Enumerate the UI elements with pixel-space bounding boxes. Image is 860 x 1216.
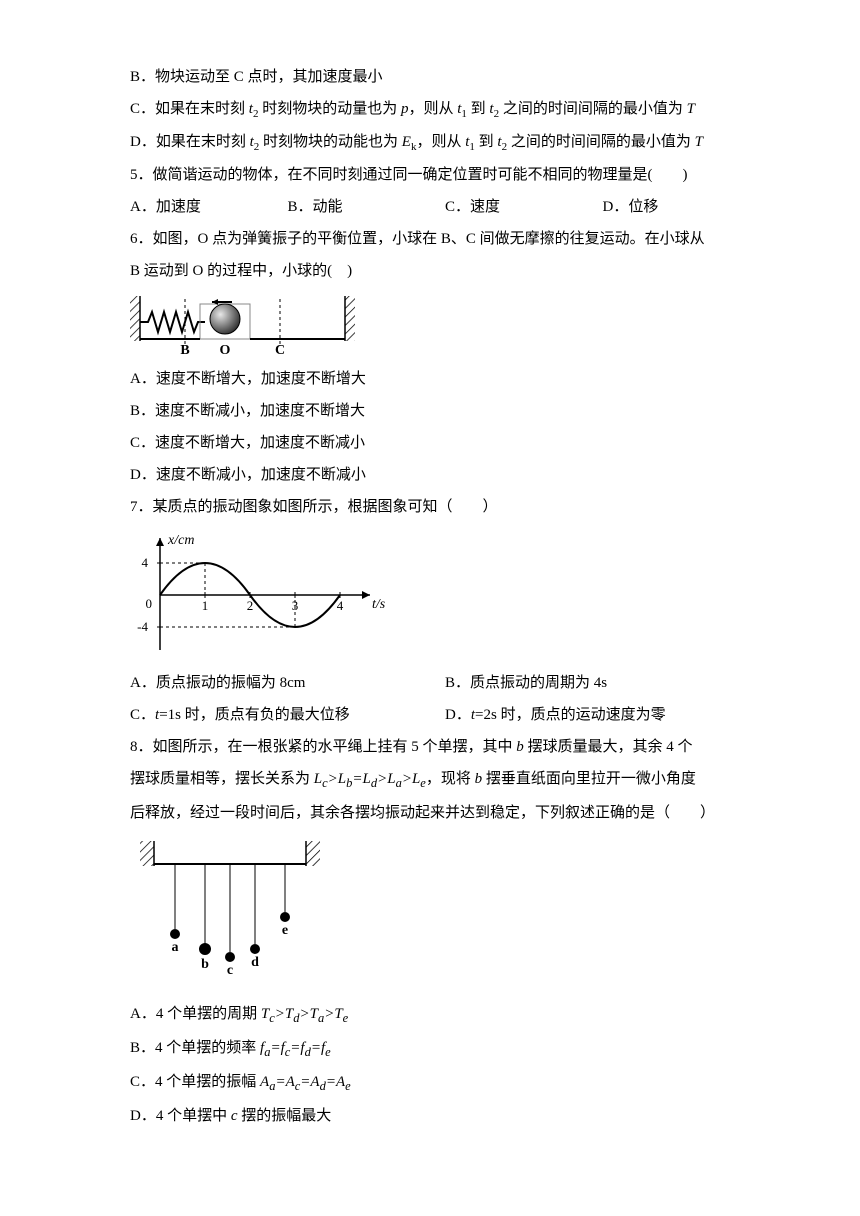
text: 摆垂直纸面向里拉开一微小角度 [482, 771, 696, 787]
text: D． [445, 707, 471, 723]
text: 到 [475, 134, 498, 150]
q6-figure: B O C [130, 294, 760, 356]
label-C: C [275, 343, 285, 356]
q8-optC: C．4 个单摆的振幅 Aa=Ac=Ad=Ae [130, 1067, 760, 1099]
text: D．4 个单摆中 [130, 1108, 231, 1124]
text: A．4 个单摆的周期 [130, 1006, 261, 1022]
text: =2s 时，质点的运动速度为零 [475, 707, 666, 723]
qprev-optB: B．物块运动至 C 点时，其加速度最小 [130, 62, 760, 92]
q7-optB: B．质点振动的周期为 4s [445, 668, 760, 698]
text: 摆球质量最大，其余 4 个 [524, 739, 693, 755]
ytick-neg4: -4 [137, 619, 148, 634]
label-a: a [172, 940, 179, 955]
label-B: B [180, 343, 189, 356]
label-e: e [282, 923, 288, 938]
ytick-0: 0 [146, 596, 153, 611]
q6-optB: B．速度不断减小，加速度不断增大 [130, 396, 760, 426]
q8-optB: B．4 个单摆的频率 fa=fc=fd=fe [130, 1033, 760, 1065]
xtick-2: 2 [247, 598, 254, 613]
q7-opts-row2: C．t=1s 时，质点有负的最大位移 D．t=2s 时，质点的运动速度为零 [130, 700, 760, 730]
var-T: T [695, 134, 703, 150]
var-E: E [402, 134, 411, 150]
ylabel: x/cm [167, 533, 194, 548]
text: 之间的时间间隔的最小值为 [507, 134, 695, 150]
var-T: T [687, 101, 695, 117]
q6-optA: A．速度不断增大，加速度不断增大 [130, 364, 760, 394]
text: 时刻物块的动能也为 [259, 134, 402, 150]
text: 摆的振幅最大 [238, 1108, 332, 1124]
xtick-1: 1 [202, 598, 209, 613]
q8-stem1: 8．如图所示，在一根张紧的水平绳上挂有 5 个单摆，其中 b 摆球质量最大，其余… [130, 732, 760, 762]
text: 之间的时间间隔的最小值为 [499, 101, 687, 117]
q8-optA: A．4 个单摆的周期 Tc>Td>Ta>Te [130, 999, 760, 1031]
text: 到 [467, 101, 490, 117]
q8-optD: D．4 个单摆中 c 摆的振幅最大 [130, 1101, 760, 1131]
text: C．如果在末时刻 [130, 101, 249, 117]
q5-stem: 5．做简谐运动的物体，在不同时刻通过同一确定位置时可能不相同的物理量是( ) [130, 160, 760, 190]
var-c: c [231, 1108, 238, 1124]
text: =1s 时，质点有负的最大位移 [159, 707, 350, 723]
qprev-optC: C．如果在末时刻 t2 时刻物块的动量也为 p，则从 t1 到 t2 之间的时间… [130, 94, 760, 125]
label-O: O [220, 343, 231, 356]
relation: Aa=Ac=Ad=Ae [260, 1074, 351, 1090]
var-b: b [475, 771, 483, 787]
text: D．如果在末时刻 [130, 134, 250, 150]
text: C．4 个单摆的振幅 [130, 1074, 260, 1090]
q5-optA: A．加速度 [130, 192, 288, 222]
xlabel: t/s [372, 597, 386, 612]
q7-figure: x/cm t/s 4 0 -4 1 2 3 4 [130, 530, 760, 660]
q5-optB: B．动能 [288, 192, 446, 222]
q5-options: A．加速度 B．动能 C．速度 D．位移 [130, 192, 760, 222]
q8-stem3: 后释放，经过一段时间后，其余各摆均振动起来并达到稳定，下列叙述正确的是（ ） [130, 798, 760, 828]
q6-stem1: 6．如图，O 点为弹簧振子的平衡位置，小球在 B、C 间做无摩擦的往复运动。在小… [130, 224, 760, 254]
q5-optD: D．位移 [603, 192, 761, 222]
q8-stem2: 摆球质量相等，摆长关系为 Lc>Lb=Ld>La>Le，现将 b 摆垂直纸面向里… [130, 764, 760, 796]
qprev-optD: D．如果在末时刻 t2 时刻物块的动能也为 Ek，则从 t1 到 t2 之间的时… [130, 127, 760, 158]
label-b: b [201, 957, 209, 972]
q7-optA: A．质点振动的振幅为 8cm [130, 668, 445, 698]
text: ，则从 [408, 101, 457, 117]
text: ，现将 [426, 771, 475, 787]
q6-optD: D．速度不断减小，加速度不断减小 [130, 460, 760, 490]
text: 摆球质量相等，摆长关系为 [130, 771, 314, 787]
ytick-4: 4 [142, 555, 149, 570]
q7-optC: C．t=1s 时，质点有负的最大位移 [130, 700, 445, 730]
q6-stem2: B 运动到 O 的过程中，小球的( ) [130, 256, 760, 286]
relation: Tc>Td>Ta>Te [261, 1006, 348, 1022]
q7-optD: D．t=2s 时，质点的运动速度为零 [445, 700, 760, 730]
q7-stem: 7．某质点的振动图象如图所示，根据图象可知（ ） [130, 492, 760, 522]
label-d: d [251, 955, 259, 970]
relation: fa=fc=fd=fe [260, 1040, 331, 1056]
q5-optC: C．速度 [445, 192, 603, 222]
text: B．4 个单摆的频率 [130, 1040, 260, 1056]
text: 8．如图所示，在一根张紧的水平绳上挂有 5 个单摆，其中 [130, 739, 516, 755]
label-c: c [227, 963, 233, 978]
text: 时刻物块的动量也为 [258, 101, 401, 117]
text: C． [130, 707, 155, 723]
relation: Lc>Lb=Ld>La>Le [314, 771, 426, 787]
q7-opts-row1: A．质点振动的振幅为 8cm B．质点振动的周期为 4s [130, 668, 760, 698]
xtick-4: 4 [337, 598, 344, 613]
q6-optC: C．速度不断增大，加速度不断减小 [130, 428, 760, 458]
text: ，则从 [416, 134, 465, 150]
var-b: b [516, 739, 524, 755]
q8-figure: a b c d e [130, 836, 760, 991]
